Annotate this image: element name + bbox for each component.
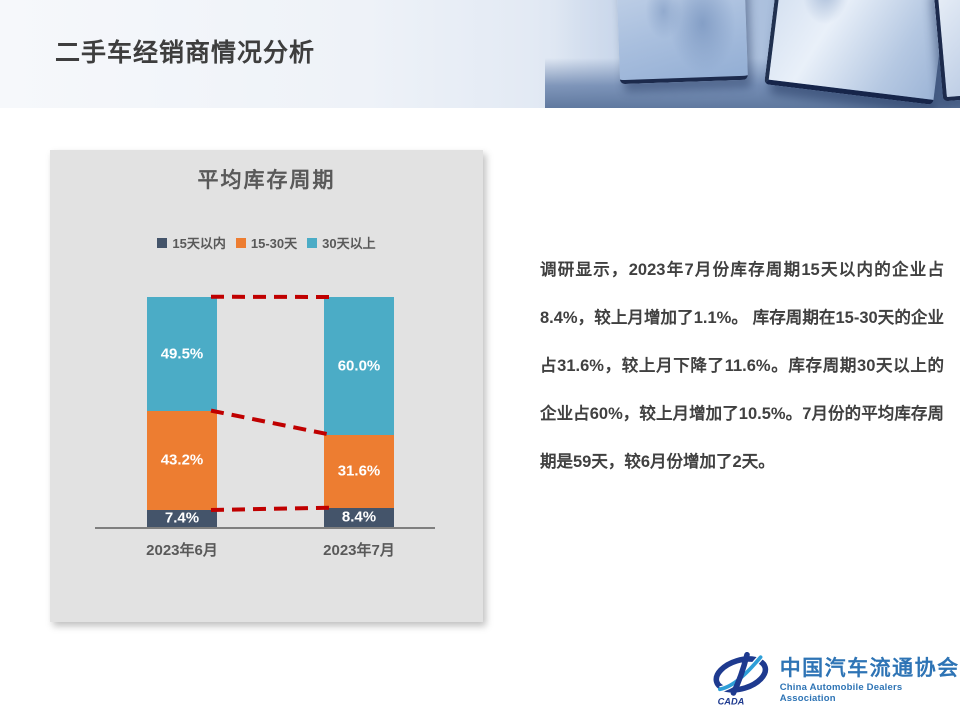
segment-value-label: 31.6%	[337, 462, 381, 480]
page-title: 二手车经销商情况分析	[55, 39, 316, 67]
category-label: 2023年6月	[146, 542, 218, 559]
stacked-bar: 7.4% 43.2% 49.5%	[147, 296, 217, 527]
connector-dashed-line	[210, 505, 333, 512]
plot-area: 7.4% 43.2% 49.5% 8.4% 31.6% 60.0%	[95, 294, 435, 527]
segment-value-label: 49.5%	[160, 345, 204, 363]
category-label: 2023年7月	[323, 542, 395, 559]
bar-segment: 7.4%	[147, 509, 217, 527]
logo-text-block: 中国汽车流通协会 China Automobile Dealers Associ…	[780, 656, 960, 704]
chart-title: 平均库存周期	[197, 169, 336, 192]
connector-dashed-line	[210, 408, 333, 437]
legend-swatch	[157, 237, 168, 248]
bar-segment: 49.5%	[147, 296, 217, 411]
globe-cube-icon	[616, 0, 748, 85]
segment-value-label: 7.4%	[164, 509, 200, 527]
bar-segment: 43.2%	[147, 410, 217, 510]
stacked-bar: 8.4% 31.6% 60.0%	[324, 297, 394, 527]
legend-label: 15天以内	[172, 236, 226, 251]
cada-logo-icon: CADA	[713, 652, 769, 707]
legend-item: 15-30天	[235, 233, 298, 252]
commentary-text: 调研显示，2023年7月份库存周期15天以内的企业占8.4%，较上月增加了1.1…	[540, 261, 944, 471]
chart-legend: 15天以内 15-30天 30天以上	[50, 233, 483, 252]
legend-swatch	[307, 237, 318, 248]
segment-value-label: 8.4%	[341, 508, 377, 526]
legend-label: 30天以上	[322, 236, 376, 251]
footer-logo: CADA 中国汽车流通协会 China Automobile Dealers A…	[710, 652, 960, 708]
segment-value-label: 60.0%	[337, 357, 381, 375]
legend-item: 15天以内	[157, 233, 226, 252]
legend-label: 15-30天	[250, 236, 298, 251]
connector-dashed-lines	[210, 294, 333, 512]
bar-segment: 31.6%	[324, 435, 394, 508]
chart-card: 平均库存周期 15天以内 15-30天 30天以上 7.4% 43.2% 49.5% 8.…	[50, 150, 483, 622]
legend-item: 30天以上	[307, 233, 376, 252]
x-axis-line	[95, 527, 435, 529]
cada-mark-text: CADA	[718, 697, 745, 707]
bar-segment: 8.4%	[324, 507, 394, 527]
legend-swatch	[235, 237, 246, 248]
logo-text-cn: 中国汽车流通协会	[779, 657, 960, 680]
bar-segment: 60.0%	[324, 297, 394, 435]
header-banner: 二手车经销商情况分析	[0, 0, 960, 108]
segment-value-label: 43.2%	[160, 451, 204, 469]
logo-text-en: China Automobile Dealers Association	[779, 682, 903, 704]
